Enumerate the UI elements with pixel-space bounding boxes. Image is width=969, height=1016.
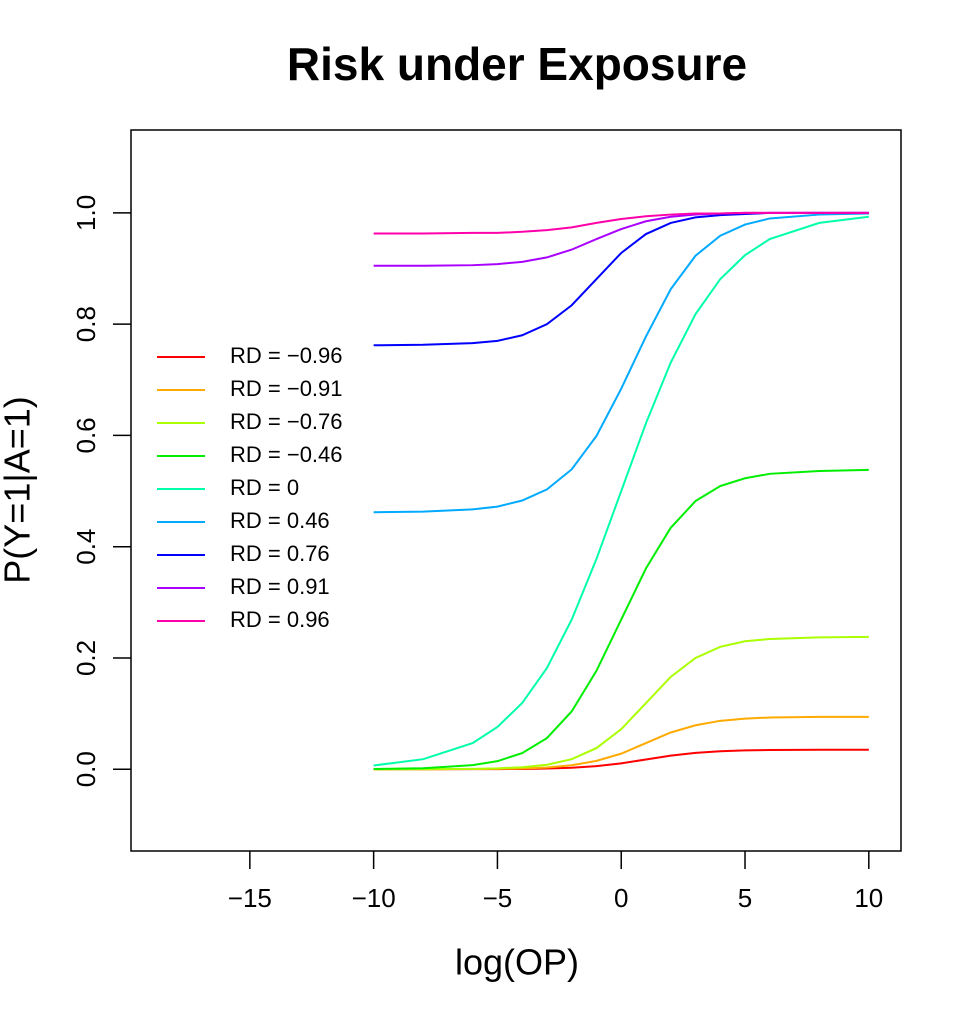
x-tick-label: −15 (228, 883, 272, 913)
y-tick-label: 1.0 (71, 195, 101, 231)
legend-label: RD = 0.76 (230, 541, 330, 566)
x-axis-label: log(OP) (455, 942, 579, 983)
legend-label: RD = −0.46 (230, 442, 343, 467)
y-tick-label: 0.8 (71, 306, 101, 342)
line-series (373, 215, 869, 767)
y-tick-label: 0.2 (71, 640, 101, 676)
chart-title: Risk under Exposure (287, 38, 747, 90)
line-series (373, 212, 869, 514)
line-series (373, 468, 869, 770)
y-tick-label: 0.6 (71, 417, 101, 453)
x-tick-label: −10 (352, 883, 396, 913)
legend-label: RD = 0.91 (230, 574, 330, 599)
x-tick-label: 10 (854, 883, 883, 913)
x-tick-label: 5 (738, 883, 752, 913)
y-tick-label: 0.0 (71, 751, 101, 787)
legend-label: RD = −0.96 (230, 343, 343, 368)
y-tick-label: 0.4 (71, 529, 101, 565)
line-series (373, 635, 869, 771)
line-series (373, 211, 869, 267)
legend-label: RD = −0.76 (230, 409, 343, 434)
x-tick-label: −5 (483, 883, 513, 913)
x-tick-label: 0 (614, 883, 628, 913)
legend-label: RD = 0 (230, 475, 299, 500)
line-series (373, 715, 869, 771)
plot-box (130, 129, 902, 852)
legend-label: RD = −0.91 (230, 376, 343, 401)
legend-label: RD = 0.46 (230, 508, 330, 533)
legend-label: RD = 0.96 (230, 607, 330, 632)
line-series (373, 211, 869, 235)
y-axis-label: P(Y=1|A=1) (0, 396, 38, 583)
